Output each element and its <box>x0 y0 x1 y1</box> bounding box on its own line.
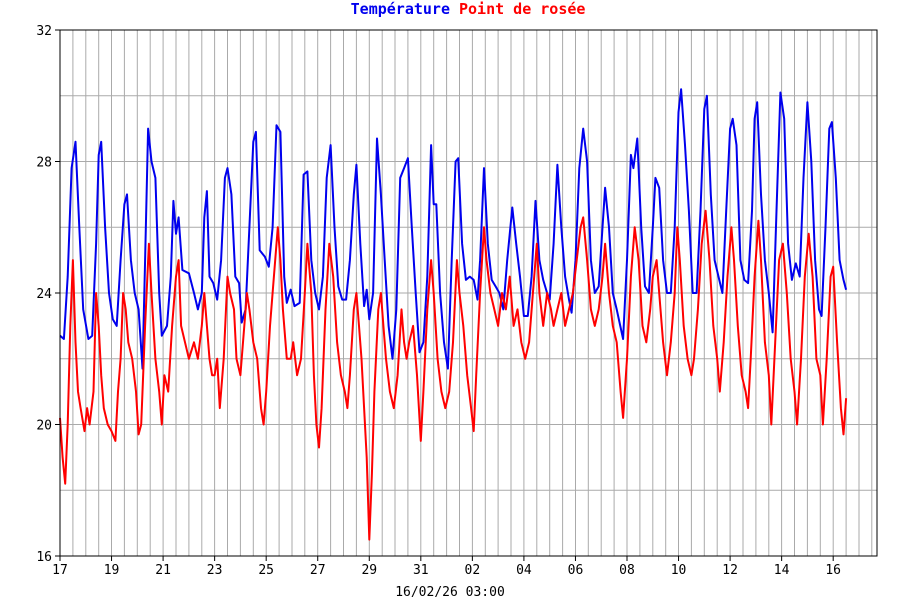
y-axis-ticks: 16 20 24 28 32 <box>36 24 60 565</box>
series-line-temperature <box>59 88 848 370</box>
x-tick-label: 02 <box>465 563 481 578</box>
x-tick-label: 19 <box>104 563 120 578</box>
y-tick-label: 20 <box>36 419 52 434</box>
x-tick-label: 10 <box>671 563 687 578</box>
series-line-dew-point <box>59 209 848 541</box>
x-axis-label: 16/02/26 03:00 <box>395 585 505 600</box>
x-tick-label: 12 <box>722 563 738 578</box>
x-tick-label: 16 <box>825 563 841 578</box>
y-tick-label: 24 <box>36 287 52 302</box>
y-tick-label: 32 <box>36 24 52 39</box>
x-tick-label: 31 <box>413 563 429 578</box>
x-tick-label: 17 <box>52 563 68 578</box>
x-tick-label: 08 <box>619 563 635 578</box>
y-tick-label: 28 <box>36 156 52 171</box>
series-lines <box>59 88 848 541</box>
legend-temperature: Température <box>351 0 450 18</box>
y-tick-label: 16 <box>36 550 52 565</box>
x-tick-label: 14 <box>774 563 790 578</box>
x-tick-label: 29 <box>361 563 377 578</box>
x-tick-label: 27 <box>310 563 326 578</box>
legend-dew-point: Point de rosée <box>459 0 585 18</box>
x-tick-label: 23 <box>207 563 223 578</box>
x-tick-label: 04 <box>516 563 532 578</box>
x-tick-label: 06 <box>568 563 584 578</box>
x-axis-ticks: 17 19 21 23 25 27 29 31 02 04 06 08 10 12 14 16 <box>52 556 841 578</box>
x-tick-label: 25 <box>258 563 274 578</box>
x-tick-label: 21 <box>155 563 171 578</box>
